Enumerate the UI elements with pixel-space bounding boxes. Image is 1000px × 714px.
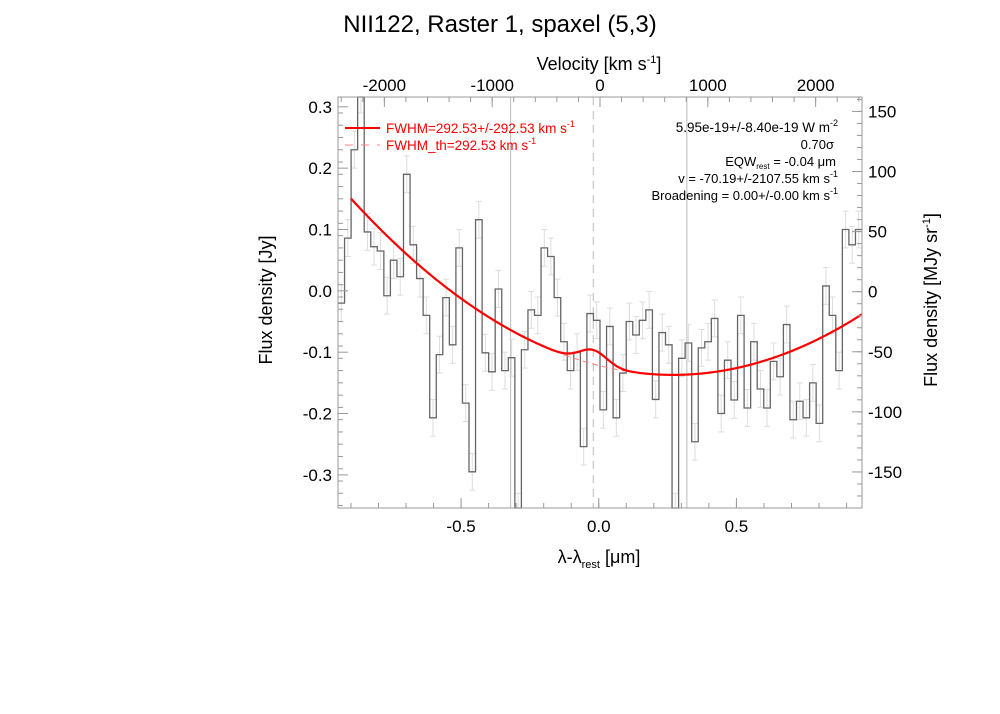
top-tick-label: 1000 (689, 76, 727, 95)
axis-ticks: -0.5 0.0 0.5-2000 -1000 0 1000 2000-0.3-0.2-0.… (303, 76, 902, 536)
y-tick-label: -0.3 (303, 466, 332, 485)
y-tick-label: 0.3 (308, 98, 332, 117)
y-tick-label: -0.2 (303, 405, 332, 424)
top-axis-label: Velocity [km s-1] (537, 54, 662, 74)
right-tick-label: -150 (868, 463, 902, 482)
x-tick-label: 0.5 (725, 517, 749, 536)
y-tick-label: 0.2 (308, 159, 332, 178)
x-axis-label: λ-λrest [μm] (558, 547, 641, 571)
x-tick-label: -0.5 (446, 517, 475, 536)
sigma-annotation: 0.70σ (801, 137, 834, 152)
top-tick-label: -1000 (470, 76, 513, 95)
y-axis-label: Flux density [Jy] (256, 235, 276, 364)
chart-title: NII122, Raster 1, spaxel (5,3) (343, 11, 656, 38)
legend-th-label: FWHM_th=292.53 km s-1 (386, 136, 536, 153)
right-axis-label: Flux density [MJy sr-1] (921, 213, 941, 387)
spectrum-histogram (338, 96, 862, 509)
right-tick-label: 0 (868, 283, 877, 302)
top-tick-label: -2000 (363, 76, 406, 95)
right-tick-label: 150 (868, 102, 896, 121)
velocity-annotation: v = -70.19+/-2107.55 km s-1 (678, 169, 838, 186)
y-tick-label: 0.1 (308, 221, 332, 240)
y-tick-label: -0.1 (303, 343, 332, 362)
fit-curve (350, 197, 863, 376)
broadening-annotation: Broadening = 0.00+/-0.00 km s-1 (651, 186, 838, 203)
right-tick-label: -50 (868, 343, 893, 362)
legend: FWHM=292.53+/-292.53 km s-1 FWHM_th=292.… (345, 118, 838, 203)
right-tick-label: 100 (868, 163, 896, 182)
x-tick-label: 0.0 (587, 517, 611, 536)
eqw-annotation: EQWrest = -0.04 μm (725, 154, 836, 171)
top-tick-label: 0 (595, 76, 604, 95)
vertical-lines (510, 97, 688, 508)
legend-fit-label: FWHM=292.53+/-292.53 km s-1 (386, 119, 575, 136)
y-tick-label: 0.0 (308, 282, 332, 301)
right-tick-label: -100 (868, 403, 902, 422)
flux-annotation: 5.95e-19+/-8.40e-19 W m-2 (676, 118, 838, 135)
top-tick-label: 2000 (797, 76, 835, 95)
right-tick-label: 50 (868, 223, 887, 242)
